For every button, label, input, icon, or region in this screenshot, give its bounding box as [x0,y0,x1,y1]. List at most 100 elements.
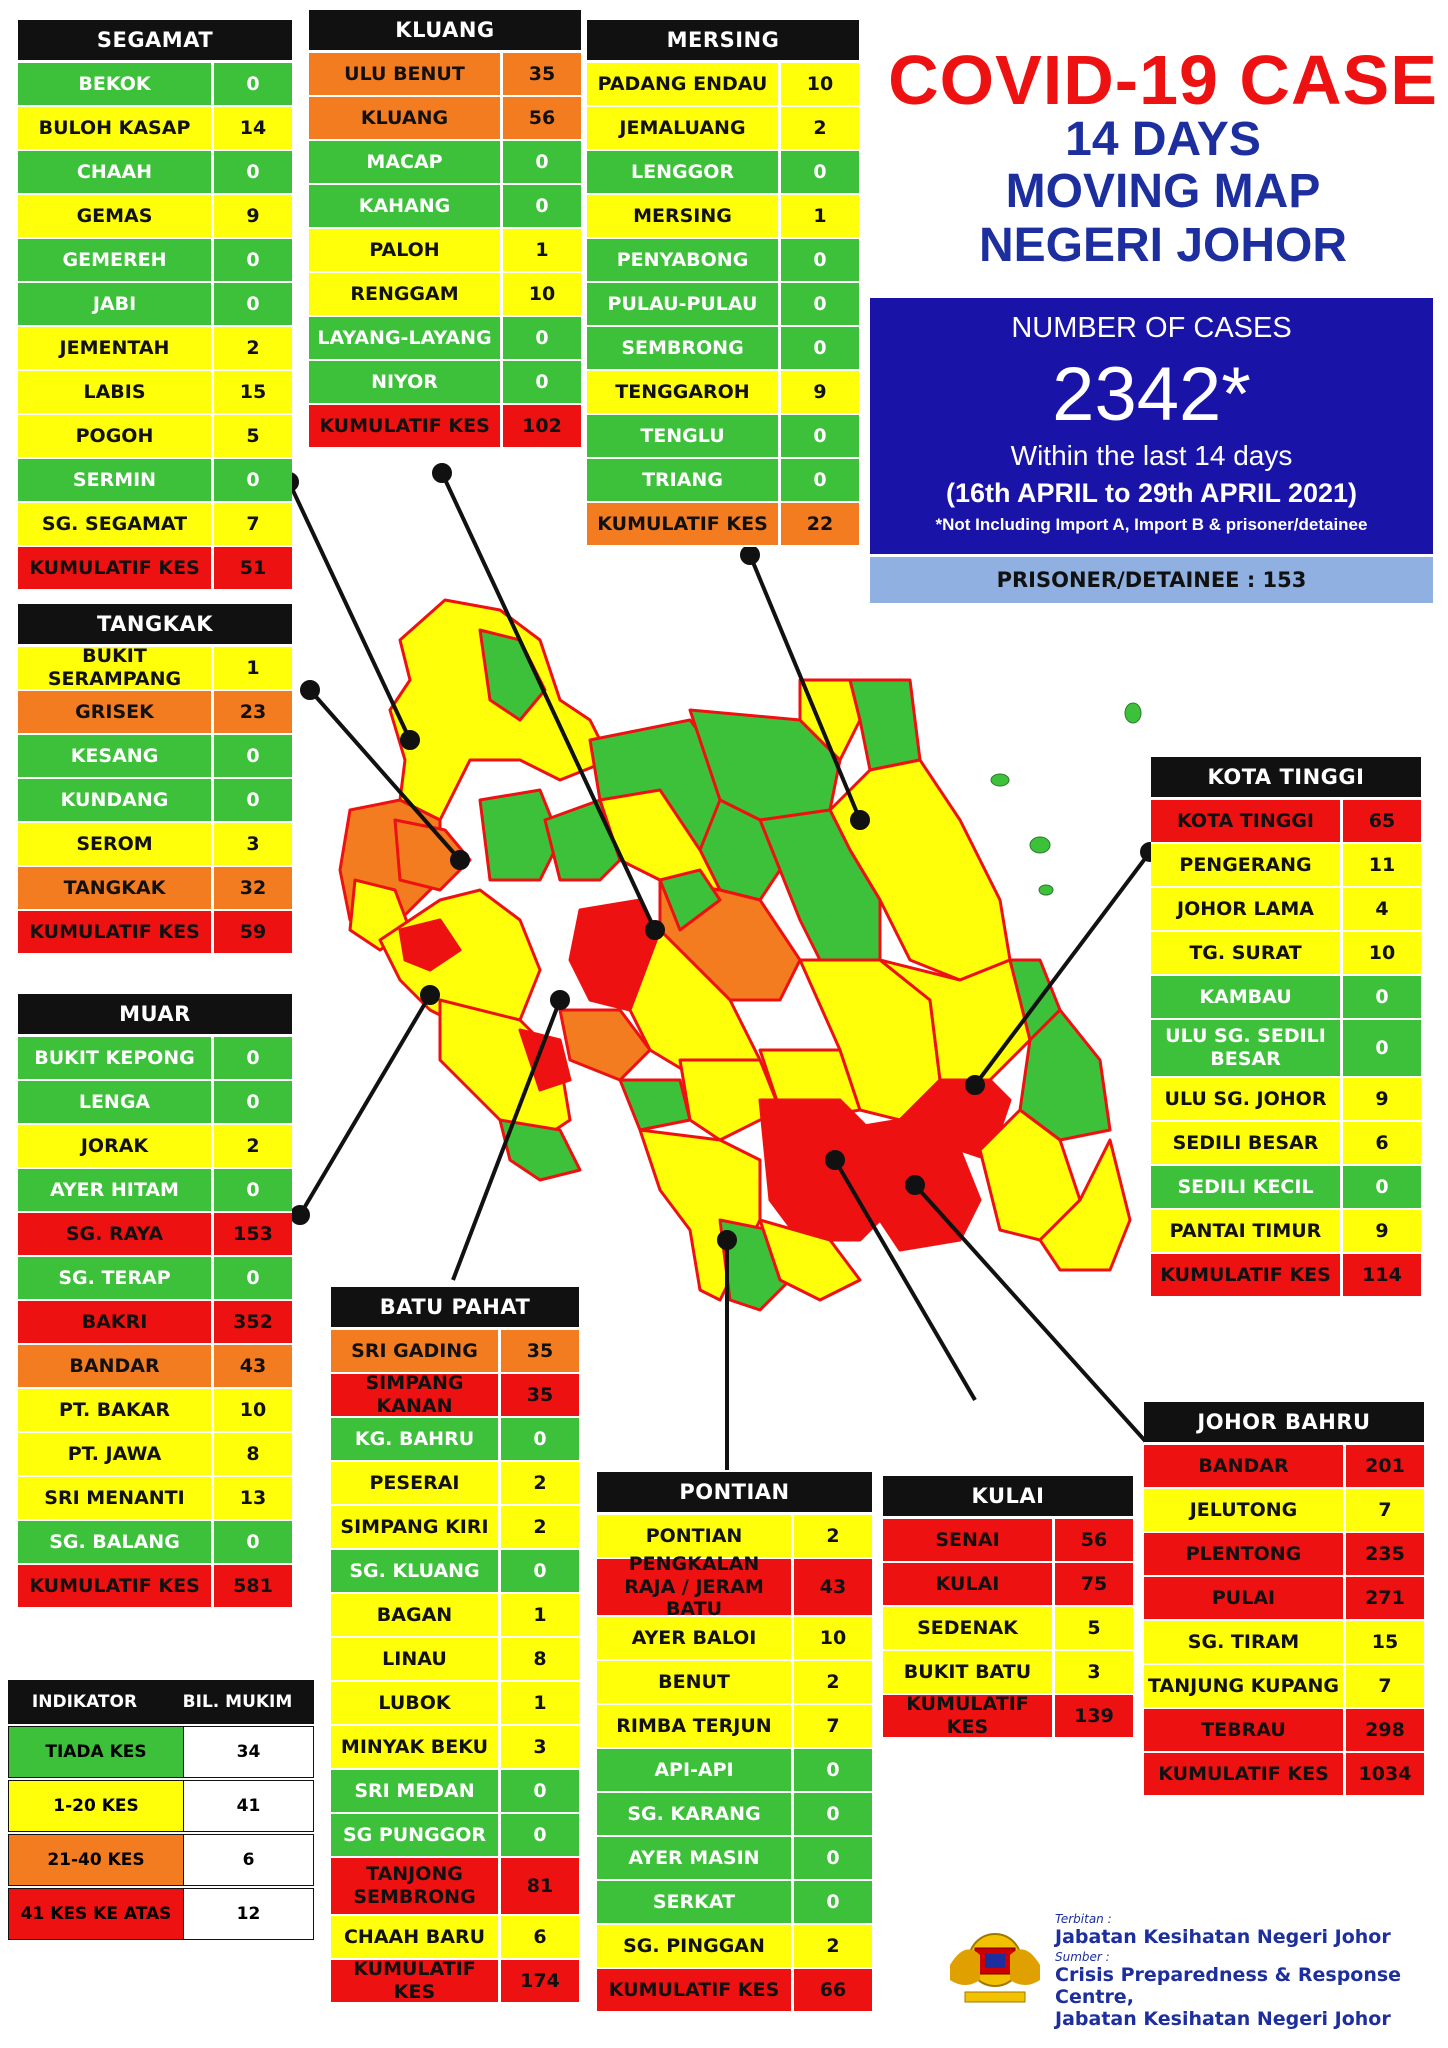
mukim-case-count: 0 [781,239,859,281]
mukim-case-count: 3 [214,823,292,865]
mukim-name: SEROM [18,823,211,865]
map-region-pengerang [1038,1138,1132,1272]
mukim-case-count: 174 [501,1960,579,2002]
mukim-row: GEMAS 9 [18,195,292,237]
mukim-row: AYER BALOI 10 [597,1617,872,1659]
mukim-row: LENGA 0 [18,1081,292,1123]
map-region-ulu-benut [678,1058,782,1142]
map-region-grisek [393,818,472,892]
map-region-sri-gading [558,1008,652,1082]
mukim-name: JABI [18,283,211,325]
mukim-row: PANTAI TIMUR 9 [1151,1210,1421,1252]
mukim-case-count: 9 [214,195,292,237]
mukim-name: PALOH [309,229,500,271]
legend-value: 34 [183,1727,313,1777]
mukim-row: SEROM 3 [18,823,292,865]
mukim-row: ULU SG. SEDILI BESAR 0 [1151,1020,1421,1076]
mukim-name: GRISEK [18,691,211,733]
mukim-case-count: 2 [501,1506,579,1548]
mukim-row: BUKIT BATU 3 [883,1651,1133,1693]
mukim-name: KUMULATIF KES [331,1958,498,2003]
island-pulau-babi [990,773,1010,787]
mukim-case-count: 59 [214,911,292,953]
mukim-case-count: 56 [1055,1519,1133,1561]
map-region-lenga [478,788,562,882]
mukim-case-count: 7 [794,1705,872,1747]
mukim-case-count: 0 [214,779,292,821]
mukim-row: PT. JAWA 8 [18,1433,292,1475]
mukim-row: PENYABONG 0 [587,239,859,281]
map-region-jabi [478,628,547,722]
mukim-name: MINYAK BEKU [331,1726,498,1768]
district-header: JOHOR BAHRU [1144,1402,1424,1442]
mukim-row: SG. TIRAM 15 [1144,1621,1424,1663]
cases-total: 2342* [1052,352,1251,437]
mukim-case-count: 0 [501,1418,579,1460]
mukim-name: CHAAH [18,151,211,193]
mukim-name: BUKIT BATU [883,1651,1052,1693]
mukim-case-count: 0 [1343,1166,1421,1208]
mukim-name: SG. BALANG [18,1521,211,1563]
district-panel-batu-pahat: BATU PAHAT SRI GADING 35 SIMPANG KANAN 35 KG.… [331,1287,579,2004]
mukim-name: KUMULATIF KES [883,1693,1052,1738]
mukim-name: BULOH KASAP [18,107,211,149]
mukim-name: SEDILI KECIL [1151,1166,1340,1208]
mukim-case-count: 2 [501,1462,579,1504]
legend-label: TIADA KES [9,1727,183,1777]
map-region-machap [618,1078,692,1132]
mukim-case-count: 0 [214,1521,292,1563]
mukim-case-count: 65 [1343,800,1421,842]
mukim-row: RIMBA TERJUN 7 [597,1705,872,1747]
mukim-case-count: 9 [1343,1078,1421,1120]
mukim-case-count: 0 [503,185,581,227]
mukim-case-count: 3 [1055,1651,1133,1693]
cases-period: Within the last 14 days [1010,440,1293,471]
mukim-row: KAMBAU 0 [1151,976,1421,1018]
map-region-penyabong [848,678,922,772]
mukim-row: BAKRI 352 [18,1301,292,1343]
mukim-name: ULU SG. JOHOR [1151,1078,1340,1120]
mukim-name: KUMULATIF KES [1144,1753,1343,1795]
subtitle-negeri-johor: NEGERI JOHOR [978,219,1348,272]
mukim-row: JOHOR LAMA 4 [1151,888,1421,930]
mukim-case-count: 2 [794,1515,872,1557]
mukim-name: SG. TERAP [18,1257,211,1299]
mukim-name: LAYANG-LAYANG [309,317,500,359]
mukim-row: TANGKAK 32 [18,867,292,909]
district-header: SEGAMAT [18,20,292,60]
cumulative-row: KUMULATIF KES 114 [1151,1254,1421,1296]
mukim-row: TANJUNG KUPANG 7 [1144,1665,1424,1707]
mukim-case-count: 0 [214,1081,292,1123]
mukim-row: PT. BAKAR 10 [18,1389,292,1431]
mukim-name: LENGA [18,1081,211,1123]
mukim-case-count: 10 [214,1389,292,1431]
mukim-case-count: 2 [794,1925,872,1967]
mukim-name: PT. JAWA [18,1433,211,1475]
mukim-row: SEDILI BESAR 6 [1151,1122,1421,1164]
mukim-case-count: 352 [214,1301,292,1343]
map-region-ulu-sg-sedili [878,958,1032,1082]
mukim-row: KOTA TINGGI 65 [1151,800,1421,842]
mukim-case-count: 581 [214,1565,292,1607]
mukim-name: JEMENTAH [18,327,211,369]
mukim-case-count: 8 [214,1433,292,1475]
footer-sumber-1: Crisis Preparedness & Response Centre, [1055,1964,1402,2008]
mukim-row: JEMENTAH 2 [18,327,292,369]
mukim-row: CHAAH BARU 6 [331,1916,579,1958]
mukim-row: SERKAT 0 [597,1881,872,1923]
mukim-case-count: 0 [781,327,859,369]
mukim-case-count: 10 [794,1617,872,1659]
mukim-name: JELUTONG [1144,1489,1343,1531]
mukim-row: SIMPANG KANAN 35 [331,1372,579,1417]
cumulative-row: KUMULATIF KES 59 [18,911,292,953]
mukim-name: SERKAT [597,1881,791,1923]
district-panel-segamat: SEGAMAT BEKOK 0 BULOH KASAP 14 CHAAH 0 GEMAS 9 GE… [18,20,292,591]
mukim-row: SG. BALANG 0 [18,1521,292,1563]
mukim-name: LABIS [18,371,211,413]
mukim-name: KUMULATIF KES [597,1969,791,2011]
mukim-row: SG. PINGGAN 2 [597,1925,872,1967]
mukim-row: PULAU-PULAU 0 [587,283,859,325]
mukim-case-count: 0 [214,459,292,501]
mukim-name: TANJONG SEMBRONG [331,1858,498,1914]
mukim-row: PLENTONG 235 [1144,1533,1424,1575]
